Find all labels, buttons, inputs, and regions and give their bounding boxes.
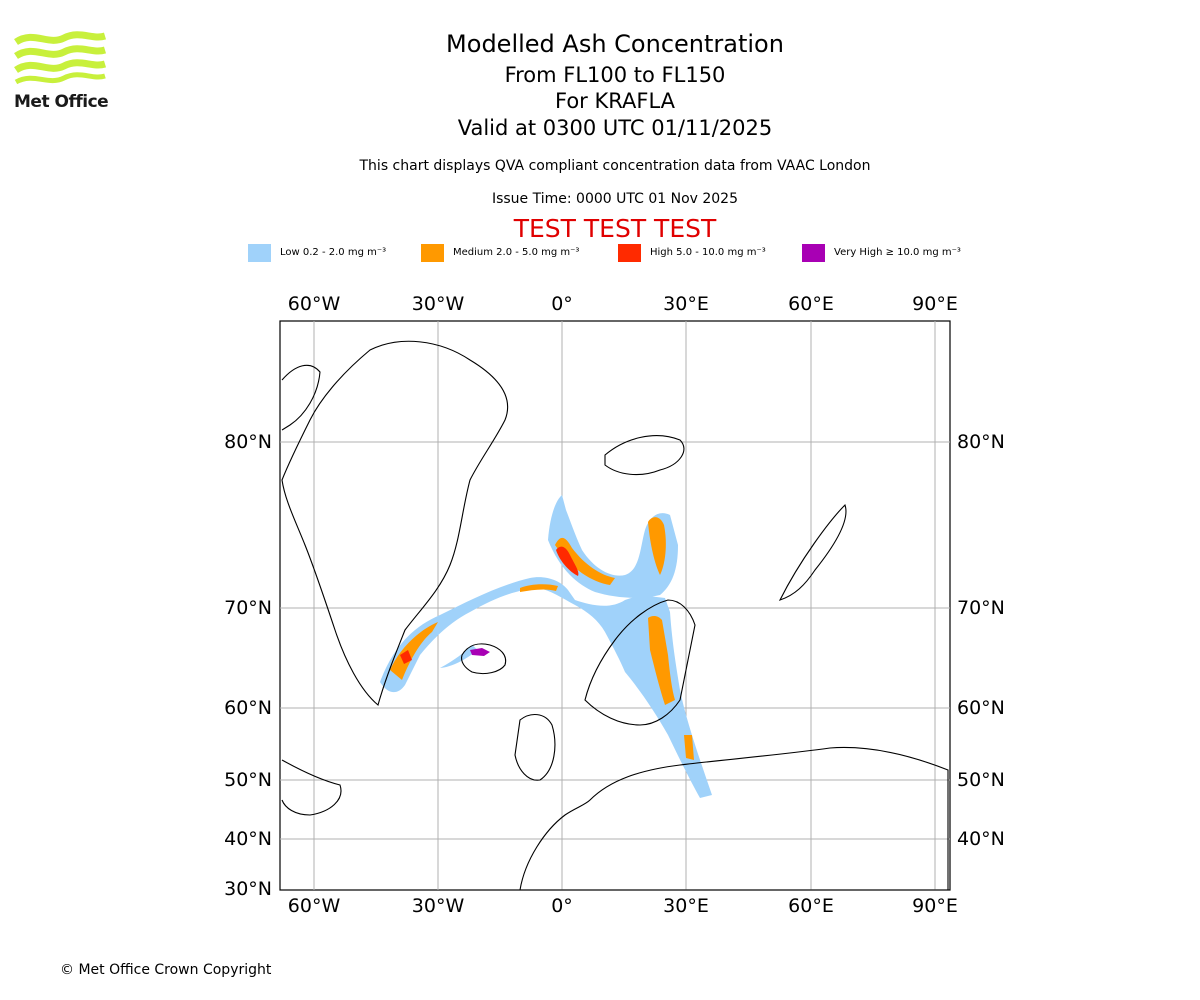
lat-label: 70°N xyxy=(957,597,1005,619)
met-office-waves-icon xyxy=(14,31,107,85)
lon-label: 0° xyxy=(551,293,573,315)
lat-label: 60°N xyxy=(957,697,1005,719)
valid-time: Valid at 0300 UTC 01/11/2025 xyxy=(457,116,773,140)
lon-label: 30°W xyxy=(412,293,465,315)
longitude-labels-top: 60°W 30°W 0° 30°E 60°E 90°E xyxy=(288,293,958,315)
flight-level-range: From FL100 to FL150 xyxy=(504,63,726,87)
canadian-arctic-coast xyxy=(281,364,321,431)
lon-label: 30°E xyxy=(663,895,709,917)
lat-label: 40°N xyxy=(957,828,1005,850)
latitude-labels-right: 80°N 70°N 60°N 50°N 40°N xyxy=(957,431,1005,850)
lon-label: 30°E xyxy=(663,293,709,315)
lon-label: 90°E xyxy=(912,293,958,315)
lon-label: 0° xyxy=(551,895,573,917)
legend-label-medium: Medium 2.0 - 5.0 mg m⁻³ xyxy=(453,247,580,258)
copyright-notice: © Met Office Crown Copyright xyxy=(60,962,272,978)
legend-label-very-high: Very High ≥ 10.0 mg m⁻³ xyxy=(834,247,961,258)
lat-label: 80°N xyxy=(957,431,1005,453)
lat-label: 30°N xyxy=(224,878,272,900)
ash-very-high-concentration xyxy=(470,648,490,656)
test-banner: TEST TEST TEST xyxy=(513,214,717,243)
logo-text: Met Office xyxy=(14,92,109,112)
legend-label-high: High 5.0 - 10.0 mg m⁻³ xyxy=(650,247,766,258)
issue-time: Issue Time: 0000 UTC 01 Nov 2025 xyxy=(491,191,739,207)
longitude-labels-bottom: 60°W 30°W 0° 30°E 60°E 90°E xyxy=(288,895,958,917)
british-isles-coast xyxy=(514,714,556,781)
legend-swatch-medium xyxy=(421,244,444,262)
coastlines xyxy=(281,340,949,891)
volcano-name: For KRAFLA xyxy=(555,89,675,113)
chart-title: Modelled Ash Concentration xyxy=(446,30,784,58)
lat-label: 70°N xyxy=(224,597,272,619)
lon-label: 60°E xyxy=(788,293,834,315)
svalbard-coast xyxy=(604,435,685,476)
lon-label: 90°E xyxy=(912,895,958,917)
legend-swatch-low xyxy=(248,244,271,262)
chart-description: This chart displays QVA compliant concen… xyxy=(359,158,871,174)
ash-medium-concentration xyxy=(390,517,694,760)
lat-label: 40°N xyxy=(224,828,272,850)
lat-label: 50°N xyxy=(957,769,1005,791)
lat-label: 50°N xyxy=(224,769,272,791)
ash-low-concentration xyxy=(380,495,712,798)
met-office-logo: Met Office xyxy=(14,30,109,112)
legend-label-low: Low 0.2 - 2.0 mg m⁻³ xyxy=(280,247,387,258)
lon-label: 60°W xyxy=(288,293,341,315)
lon-label: 60°W xyxy=(288,895,341,917)
labrador-coast xyxy=(281,759,342,816)
lon-label: 30°W xyxy=(412,895,465,917)
scandinavia-coast xyxy=(584,599,696,726)
novaya-zemlya-coast xyxy=(778,503,847,601)
lon-label: 60°E xyxy=(788,895,834,917)
greenland-coast xyxy=(281,340,509,706)
legend-swatch-very-high xyxy=(802,244,825,262)
ash-high-concentration xyxy=(400,546,579,664)
latitude-labels-left: 80°N 70°N 60°N 50°N 40°N 30°N xyxy=(224,431,272,900)
lat-label: 60°N xyxy=(224,697,272,719)
iceland-coast xyxy=(461,643,507,675)
lat-label: 80°N xyxy=(224,431,272,453)
legend-swatch-high xyxy=(618,244,641,262)
graticule xyxy=(280,321,950,890)
continental-europe-asia-coast xyxy=(519,746,949,891)
